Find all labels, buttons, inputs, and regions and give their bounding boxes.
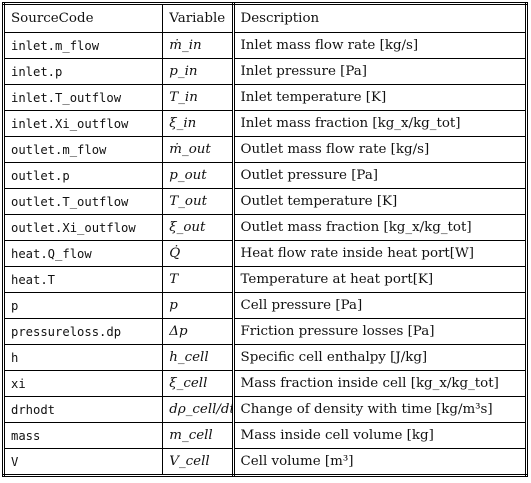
description-cell: Cell volume [m³] — [232, 448, 529, 477]
source-code-cell: outlet.T_outflow — [1, 188, 164, 215]
description-cell: Outlet mass flow rate [kg/s] — [232, 136, 529, 163]
table-row: mass m_cell Mass inside cell volume [kg] — [1, 422, 529, 449]
table-header: SourceCode Variable Description — [1, 2, 529, 33]
variable-cell: ṁ_out — [162, 136, 235, 163]
source-code-cell: mass — [1, 422, 164, 449]
variable-cell: V_cell — [162, 448, 235, 477]
table-row: heat.Q_flow Q̇ Heat flow rate inside heat … — [1, 240, 529, 267]
variable-cell: ξ_out — [162, 214, 235, 241]
description-cell: Specific cell enthalpy [J/kg] — [232, 344, 529, 371]
source-code-cell: xi — [1, 370, 164, 397]
table-row: heat.T T Temperature at heat port[K] — [1, 266, 529, 293]
source-code-cell: drhodt — [1, 396, 164, 423]
header-row: SourceCode Variable Description — [1, 2, 529, 33]
description-cell: Outlet temperature [K] — [232, 188, 529, 215]
description-cell: Outlet mass fraction [kg_x/kg_tot] — [232, 214, 529, 241]
source-code-cell: outlet.p — [1, 162, 164, 189]
description-cell: Outlet pressure [Pa] — [232, 162, 529, 189]
source-code-cell: heat.T — [1, 266, 164, 293]
variable-cell: ξ_in — [162, 110, 235, 137]
description-cell: Mass fraction inside cell [kg_x/kg_tot] — [232, 370, 529, 397]
description-cell: Cell pressure [Pa] — [232, 292, 529, 319]
description-cell: Mass inside cell volume [kg] — [232, 422, 529, 449]
table-row: drhodt dρ_cell/dt Change of density with t… — [1, 396, 529, 423]
variable-cell: m_cell — [162, 422, 235, 449]
variable-cell: dρ_cell/dt — [162, 396, 235, 423]
variable-cell: ξ_cell — [162, 370, 235, 397]
variable-cell: T_in — [162, 84, 235, 111]
variable-cell: Δp — [162, 318, 235, 345]
header-description: Description — [232, 2, 529, 33]
description-cell: Inlet mass fraction [kg_x/kg_tot] — [232, 110, 529, 137]
description-cell: Inlet pressure [Pa] — [232, 58, 529, 85]
table-row: inlet.m_flow ṁ_in Inlet mass flow rate [kg… — [1, 32, 529, 59]
table-row: outlet.p p_out Outlet pressure [Pa] — [1, 162, 529, 189]
source-code-cell: outlet.m_flow — [1, 136, 164, 163]
source-code-cell: heat.Q_flow — [1, 240, 164, 267]
source-code-cell: inlet.m_flow — [1, 32, 164, 59]
source-code-cell: outlet.Xi_outflow — [1, 214, 164, 241]
table-body: inlet.m_flow ṁ_in Inlet mass flow rate [kg… — [1, 32, 529, 477]
source-code-cell: p — [1, 292, 164, 319]
description-cell: Change of density with time [kg/m³s] — [232, 396, 529, 423]
table-row: h h_cell Specific cell enthalpy [J/kg] — [1, 344, 529, 371]
variable-cell: p_in — [162, 58, 235, 85]
table-row: V V_cell Cell volume [m³] — [1, 448, 529, 477]
table-row: outlet.m_flow ṁ_out Outlet mass flow rate … — [1, 136, 529, 163]
description-cell: Temperature at heat port[K] — [232, 266, 529, 293]
table-row: inlet.p p_in Inlet pressure [Pa] — [1, 58, 529, 85]
source-code-cell: pressureloss.dp — [1, 318, 164, 345]
description-cell: Heat flow rate inside heat port[W] — [232, 240, 529, 267]
table-row: xi ξ_cell Mass fraction inside cell [kg_x/… — [1, 370, 529, 397]
table-row: inlet.T_outflow T_in Inlet temperature [K] — [1, 84, 529, 111]
source-code-cell: inlet.T_outflow — [1, 84, 164, 111]
variables-table: SourceCode Variable Description inlet.m_… — [1, 2, 529, 477]
variable-cell: ṁ_in — [162, 32, 235, 59]
description-cell: Inlet mass flow rate [kg/s] — [232, 32, 529, 59]
table-row: pressureloss.dp Δp Friction pressure losse… — [1, 318, 529, 345]
header-source: SourceCode — [1, 2, 164, 33]
table-row: inlet.Xi_outflow ξ_in Inlet mass fraction … — [1, 110, 529, 137]
description-cell: Inlet temperature [K] — [232, 84, 529, 111]
variable-cell: p_out — [162, 162, 235, 189]
source-code-cell: inlet.p — [1, 58, 164, 85]
table-row: outlet.T_outflow T_out Outlet temperature … — [1, 188, 529, 215]
source-code-cell: h — [1, 344, 164, 371]
source-code-cell: inlet.Xi_outflow — [1, 110, 164, 137]
source-code-cell: V — [1, 448, 164, 477]
variable-cell: h_cell — [162, 344, 235, 371]
variable-cell: Q̇ — [162, 240, 235, 267]
table-row: p p Cell pressure [Pa] — [1, 292, 529, 319]
variable-cell: p — [162, 292, 235, 319]
description-cell: Friction pressure losses [Pa] — [232, 318, 529, 345]
variable-cell: T — [162, 266, 235, 293]
header-variable: Variable — [162, 2, 235, 33]
table-row: outlet.Xi_outflow ξ_out Outlet mass fracti… — [1, 214, 529, 241]
variable-cell: T_out — [162, 188, 235, 215]
